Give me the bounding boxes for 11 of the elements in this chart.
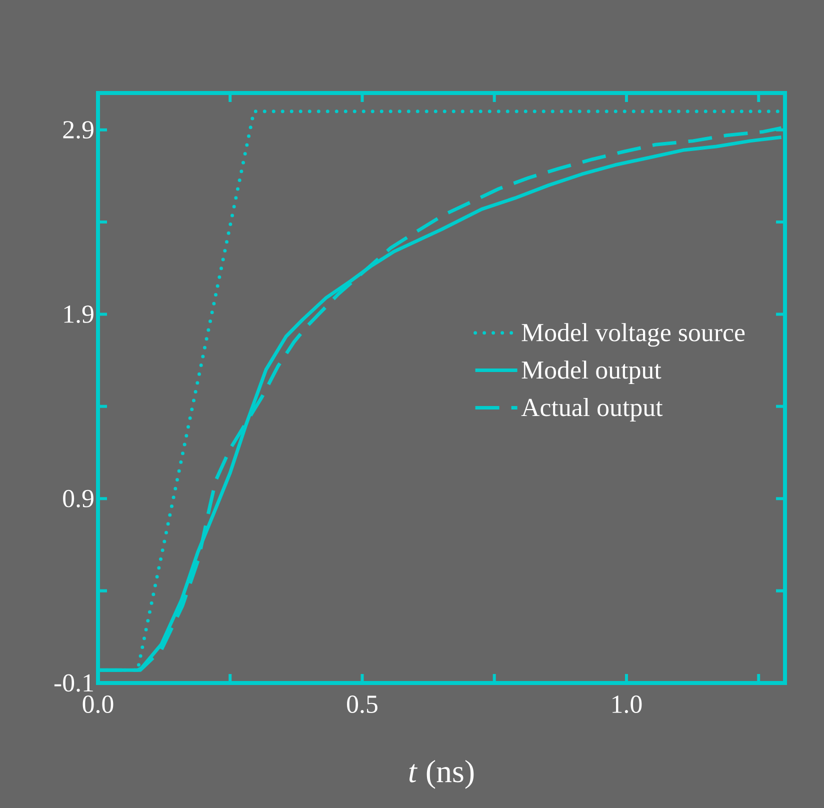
x-tick-label: 0.5: [347, 696, 378, 714]
x-tick-label: 1.0: [612, 696, 642, 714]
legend-label: Model voltage source: [522, 323, 745, 347]
legend-label: Model output: [522, 360, 662, 384]
x-axis-title: t (ns): [409, 760, 474, 789]
y-tick-label: 0.9: [63, 490, 94, 508]
y-tick-label: 1.9: [64, 305, 94, 323]
y-tick-label: 2.9: [63, 121, 94, 139]
x-tick-label: 0.0: [82, 696, 114, 714]
y-tick-label: -0.1: [54, 674, 93, 692]
legend-label: Actual output: [521, 398, 663, 422]
